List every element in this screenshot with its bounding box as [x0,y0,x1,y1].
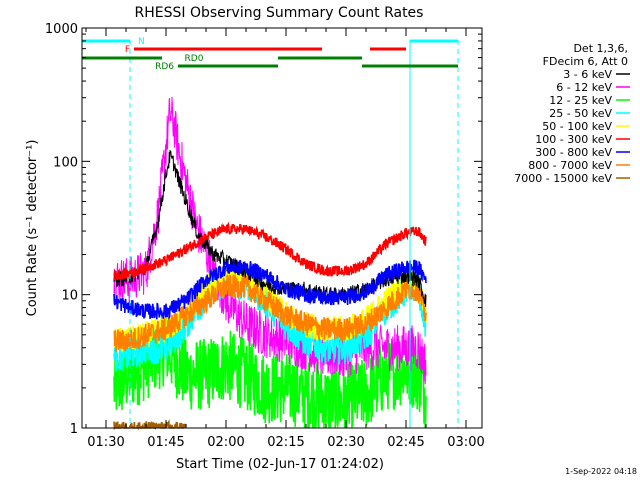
x-tick-label: 02:45 [387,435,424,450]
x-tick-label: 01:45 [147,435,184,450]
x-tick-label: 01:30 [87,435,124,450]
state-bar-rd6-label: RD6 [155,62,174,72]
series-100-300kev-line [113,221,427,281]
plot-frame [81,27,483,429]
x-axis-label: Start Time (02-Jun-17 01:24:02) [176,457,384,472]
legend-entry-label: 3 - 6 keV [563,68,612,81]
legend-entry-label: 300 - 800 keV [535,146,612,159]
state-bars-layer: NF RD0 RD6 [82,37,458,72]
x-tick-label: 02:00 [207,435,244,450]
legend-entry-label: 7000 - 15000 keV [514,172,612,185]
legend-entry-label: 800 - 7000 keV [528,159,612,172]
series-800-7000kev-line [113,274,427,353]
state-bar-n-label: N [138,37,145,47]
y-tick-label: 10 [61,289,78,304]
legend-entry-label: 12 - 25 keV [549,94,612,107]
y-tick-label: 1 [70,422,78,437]
state-bar-rd0-label: RD0 [185,54,204,64]
axes-layer: 1 10 100 1000 01:30 01:45 02:00 02:15 02:30 02:45… [45,22,485,450]
y-tick-label: 1000 [45,22,78,37]
chart-title: RHESSI Observing Summary Count Rates [135,5,424,21]
legend-header: Det 1,3,6, [573,42,628,55]
x-tick-label: 02:15 [267,435,304,450]
series-300-800kev-line [113,259,427,320]
legend-header: FDecim 6, Att 0 [543,55,628,68]
x-tick-label: 03:00 [447,435,484,450]
legend-entry-label: 50 - 100 keV [542,120,612,133]
series-7000-15000kev-line [113,419,187,431]
legend-entry-label: 100 - 300 keV [535,133,612,146]
x-tick-label: 02:30 [327,435,364,450]
state-bar-f-label: F [125,45,130,55]
legend-entry-label: 25 - 50 keV [549,107,612,120]
series-6-12kev-line [113,96,427,385]
legend-entry-label: 6 - 12 keV [556,81,612,94]
y-axis-label: Count Rate (s⁻¹ detector⁻¹) [25,140,40,317]
y-tick-label: 100 [53,155,78,170]
footer-timestamp: 1-Sep-2022 04:18 [565,467,637,476]
series-layer [113,40,459,431]
